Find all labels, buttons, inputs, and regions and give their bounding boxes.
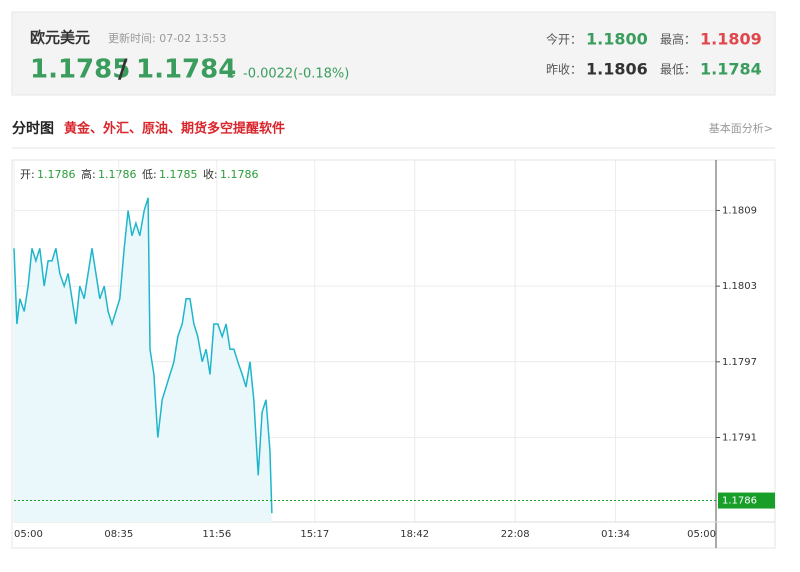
stat-value: 1.1784 [700, 60, 762, 79]
stat-label: 最高： [660, 32, 696, 47]
pair-name: 欧元美元 [30, 29, 90, 47]
change: -0.0022(-0.18%) [243, 67, 349, 82]
stat-label: 昨收： [546, 63, 582, 77]
y-tick-label: 1.1797 [722, 357, 757, 368]
ask-price: 1.1784 [136, 55, 236, 85]
promo-link[interactable]: 黄金、外汇、原油、期货多空提醒软件 [64, 121, 285, 137]
stat-label: 最低： [660, 63, 696, 77]
update-time: 更新时间: 07-02 13:53 [108, 31, 226, 45]
info-label: 高: [81, 167, 96, 181]
stat-value: 1.1809 [700, 30, 762, 49]
section-title: 分时图 [12, 120, 54, 137]
y-tick-label: 1.1809 [722, 205, 757, 216]
info-value: 1.1786 [220, 168, 259, 181]
info-value: 1.1786 [98, 168, 137, 181]
x-tick-label: 11:56 [202, 529, 231, 540]
y-tick-label: 1.1791 [722, 432, 757, 443]
x-tick-label: 22:08 [501, 529, 530, 540]
down-arrow: ↓ [226, 66, 238, 82]
info-value: 1.1786 [37, 168, 76, 181]
y-tick-label: 1.1803 [722, 281, 757, 292]
slash: / [118, 55, 128, 85]
info-label: 收: [203, 167, 218, 181]
stat-value: 1.1806 [586, 60, 648, 79]
info-label: 开: [20, 168, 35, 181]
stat-label: 今开： [546, 32, 582, 47]
x-tick-label: 18:42 [400, 529, 429, 540]
info-value: 1.1785 [159, 168, 198, 181]
quote-panel [11, 11, 776, 96]
stat-value: 1.1800 [586, 30, 648, 49]
info-label: 低: [142, 168, 157, 181]
x-tick-label: 01:34 [601, 529, 630, 540]
last-price-label: 1.1786 [722, 496, 757, 507]
area [14, 197, 272, 523]
x-tick-label: 08:35 [104, 529, 133, 540]
analysis-link[interactable]: 基本面分析> [709, 121, 773, 135]
price-line [13, 197, 273, 514]
x-tick-label: 15:17 [300, 529, 329, 540]
x-tick-label: 05:00 [687, 529, 716, 540]
last-price-box [718, 492, 775, 509]
x-tick-label: 05:00 [14, 529, 43, 540]
bid-price: 1.1785 [30, 55, 130, 85]
